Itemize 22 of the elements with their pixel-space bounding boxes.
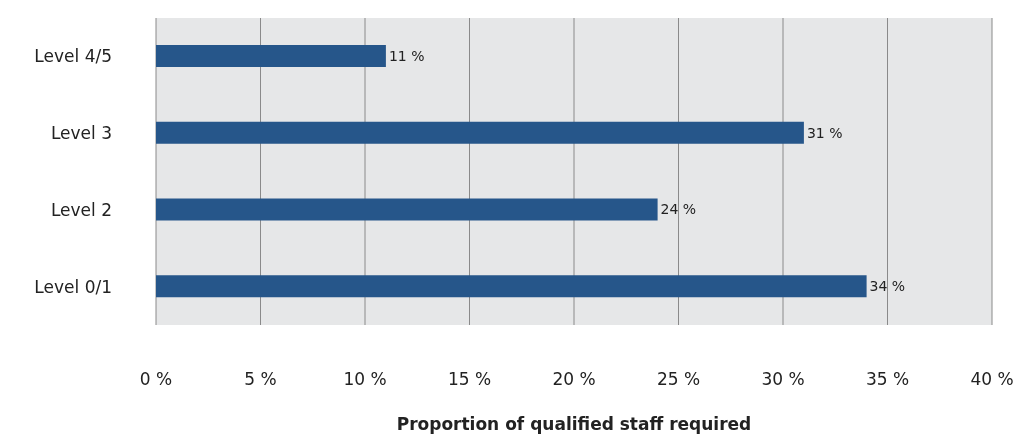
x-tick-label: 25 % — [656, 369, 701, 390]
data-label: 24 % — [660, 201, 697, 218]
data-label: 11 % — [388, 47, 425, 64]
y-tick-label: Level 0/1 — [34, 276, 112, 297]
x-tick-label: 5 % — [244, 369, 277, 390]
bar — [156, 198, 658, 221]
x-tick-label: 35 % — [865, 369, 910, 390]
bar — [156, 275, 867, 298]
bar — [156, 121, 804, 144]
x-tick-label: 20 % — [552, 369, 596, 390]
x-tick-label: 15 % — [447, 369, 492, 390]
x-axis-title: Proportion of qualified staff required — [396, 414, 752, 434]
x-tick-label: 0 % — [139, 369, 173, 390]
x-tick-label: 40 % — [970, 369, 1014, 390]
y-tick-label: Level 3 — [50, 123, 112, 144]
bar — [156, 45, 386, 67]
x-tick-label: 10 % — [343, 369, 387, 390]
y-tick-label: Level 2 — [50, 199, 112, 220]
data-label: 31 % — [806, 124, 843, 141]
data-label: 34 % — [869, 278, 906, 295]
x-tick-label: 30 % — [761, 369, 805, 390]
y-tick-label: Level 4/5 — [34, 46, 112, 67]
